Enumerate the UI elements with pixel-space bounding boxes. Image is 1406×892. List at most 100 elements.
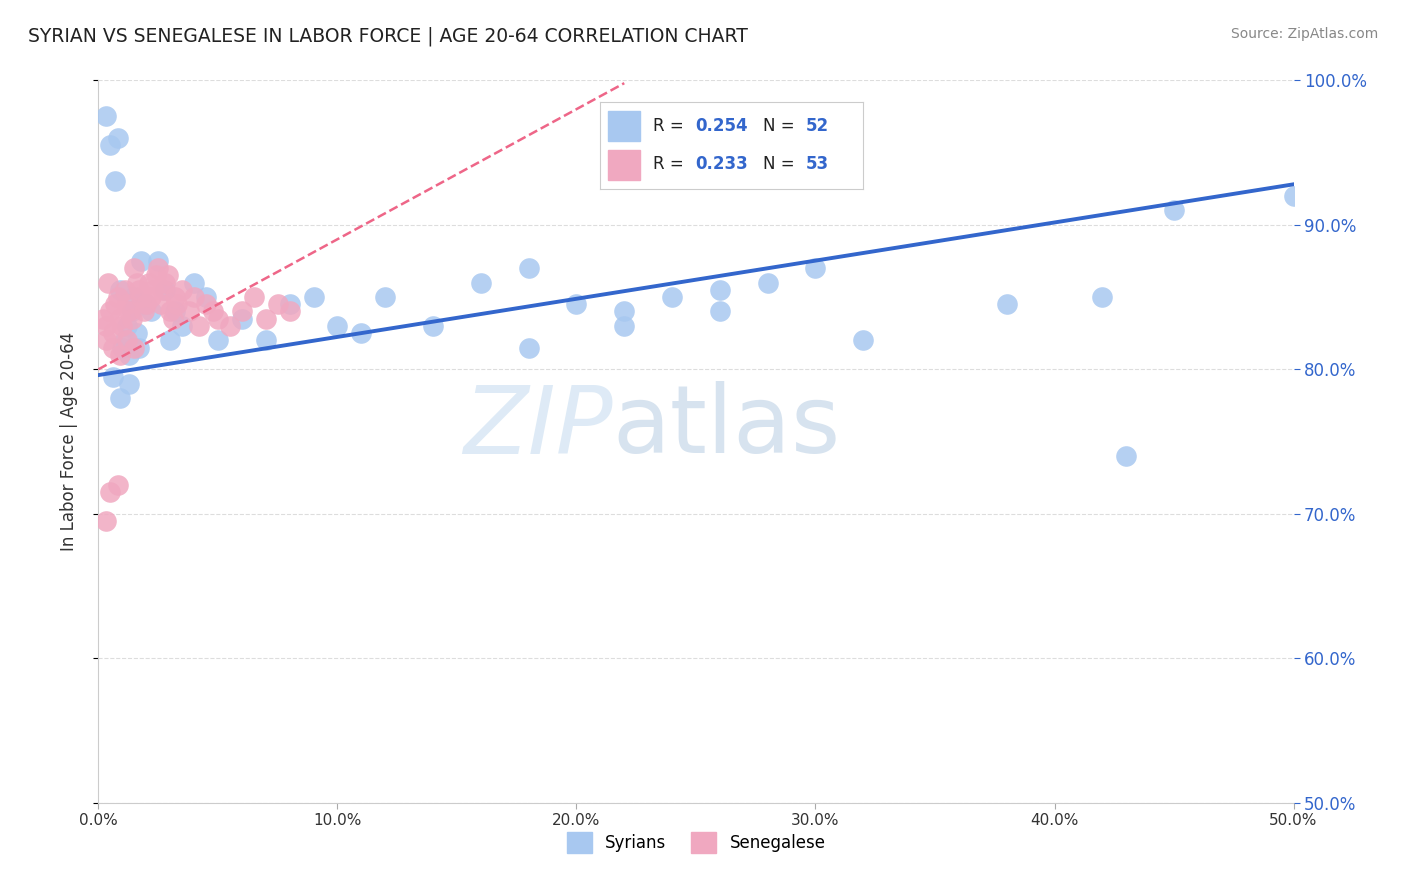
Point <box>613 304 636 318</box>
Point <box>155 283 177 297</box>
Point <box>94 109 117 123</box>
Point <box>470 276 492 290</box>
Point <box>179 304 201 318</box>
Point <box>118 348 141 362</box>
Point <box>108 283 131 297</box>
Point <box>172 318 194 333</box>
Point <box>517 341 540 355</box>
Point <box>163 290 186 304</box>
Point <box>1163 203 1185 218</box>
Point <box>152 283 174 297</box>
Point <box>98 138 122 153</box>
Point <box>139 304 162 318</box>
Point <box>104 174 127 188</box>
Legend: Syrians, Senegalese: Syrians, Senegalese <box>560 826 832 860</box>
Text: ZIP: ZIP <box>463 382 613 473</box>
Point <box>135 297 157 311</box>
Point <box>231 311 253 326</box>
Point <box>145 268 167 283</box>
Point <box>128 341 150 355</box>
Point <box>107 131 129 145</box>
Point <box>1115 449 1137 463</box>
Point <box>302 290 325 304</box>
Point <box>94 334 117 348</box>
Point <box>121 304 143 318</box>
Point <box>128 283 150 297</box>
Point <box>124 261 146 276</box>
Point <box>183 276 205 290</box>
Point <box>804 261 827 276</box>
Point <box>172 283 194 297</box>
Point <box>159 334 181 348</box>
Point <box>108 311 131 326</box>
Point <box>254 334 277 348</box>
Point <box>278 297 301 311</box>
Point <box>107 290 129 304</box>
Point <box>1091 290 1114 304</box>
Point <box>115 334 138 348</box>
Point <box>162 311 184 326</box>
Point <box>118 304 141 318</box>
Point <box>219 318 242 333</box>
Point <box>131 254 153 268</box>
Point <box>115 297 138 311</box>
Point <box>995 297 1018 311</box>
Point <box>231 304 253 318</box>
Point <box>243 290 266 304</box>
Point <box>183 290 205 304</box>
Point <box>1282 189 1305 203</box>
Point <box>159 304 181 318</box>
Point <box>111 318 134 333</box>
Point <box>142 283 165 297</box>
Point <box>97 276 120 290</box>
Text: SYRIAN VS SENEGALESE IN LABOR FORCE | AGE 20-64 CORRELATION CHART: SYRIAN VS SENEGALESE IN LABOR FORCE | AG… <box>28 27 748 46</box>
Point <box>101 369 124 384</box>
Point <box>138 276 160 290</box>
Point <box>374 290 396 304</box>
Point <box>202 304 225 318</box>
Point <box>350 326 373 341</box>
Point <box>108 348 131 362</box>
Point <box>107 478 129 492</box>
Point <box>124 290 146 304</box>
Point <box>195 297 218 311</box>
Point <box>613 318 636 333</box>
Point <box>155 276 177 290</box>
Point <box>565 297 588 311</box>
Point <box>517 261 540 276</box>
Text: Source: ZipAtlas.com: Source: ZipAtlas.com <box>1230 27 1378 41</box>
Point <box>148 261 170 276</box>
Point <box>267 297 290 311</box>
Point <box>148 254 170 268</box>
Point <box>125 326 148 341</box>
Point <box>163 304 186 318</box>
Text: atlas: atlas <box>613 381 841 473</box>
Point <box>709 283 731 297</box>
Point <box>111 341 134 355</box>
Y-axis label: In Labor Force | Age 20-64: In Labor Force | Age 20-64 <box>59 332 77 551</box>
Point <box>422 318 444 333</box>
Point <box>98 485 122 500</box>
Point <box>166 297 188 311</box>
Point <box>187 318 209 333</box>
Point <box>124 341 146 355</box>
Point <box>207 334 229 348</box>
Point <box>101 341 124 355</box>
Point <box>108 391 131 405</box>
Point <box>207 311 229 326</box>
Point <box>149 297 172 311</box>
Point <box>756 276 779 290</box>
Point <box>98 304 122 318</box>
Point <box>254 311 277 326</box>
Point <box>121 311 143 326</box>
Point <box>118 376 141 391</box>
Point <box>91 311 114 326</box>
Point <box>278 304 301 318</box>
Point <box>94 514 117 528</box>
Point <box>326 318 349 333</box>
Point <box>114 334 136 348</box>
Point <box>125 276 148 290</box>
Point <box>661 290 683 304</box>
Point <box>135 297 157 311</box>
Point <box>195 290 218 304</box>
